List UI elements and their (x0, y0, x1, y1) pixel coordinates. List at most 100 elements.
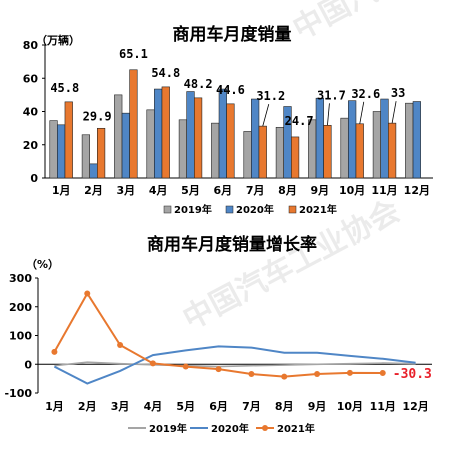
bar-chart-x-tick-label: 12月 (404, 184, 430, 197)
bar-chart-leader-line (262, 104, 270, 127)
bar-chart-y-tick-label: 40 (23, 106, 39, 119)
legend-label-2021: 2021年 (277, 422, 315, 435)
line-chart-last-value-label: -30.3 (393, 367, 432, 382)
line-chart-x-tick-label: 11月 (370, 400, 396, 413)
line-chart-y-tick-label: -100 (4, 387, 32, 400)
bar-chart-x-tick-label: 11月 (371, 184, 397, 197)
point-2021-2 (84, 290, 91, 297)
line-chart-axes: -100 0 100 200 300 1月 2月 3月 4月 5月 6月 7月 8月 9月 10月 11月 12… (4, 272, 432, 413)
bar-chart-data-label: 65.1 (119, 47, 148, 61)
line-chart-x-tick-label: 8月 (275, 400, 294, 413)
bar-chart-data-label: 54.8 (151, 66, 180, 80)
line-chart-series (51, 290, 416, 385)
legend-label-2019: 2019年 (174, 203, 212, 216)
point-2021-5 (182, 363, 189, 370)
line-chart-x-tick-label: 2月 (78, 400, 97, 413)
line-chart-x-tick-label: 5月 (176, 400, 195, 413)
bar-chart-data-label: 44.6 (216, 83, 245, 97)
bar-2019-1 (49, 120, 58, 179)
bar-chart-data-label: 48.2 (184, 77, 213, 91)
legend-label-2020: 2020年 (236, 203, 274, 216)
bar-chart-y-tick-label: 80 (23, 39, 39, 52)
point-2021-11 (379, 369, 386, 376)
bar-chart-data-label: 29.9 (83, 109, 112, 123)
point-2021-3 (117, 341, 124, 348)
line-chart-unit: （%） (26, 258, 59, 271)
bar-2021-7 (258, 125, 267, 179)
bar-chart-data-label: 32.6 (351, 87, 380, 101)
line-chart-legend: 2019年 2020年 2021年 (128, 422, 315, 435)
watermark-top: 中国汽车工业协会 (287, 0, 464, 47)
line-series-2020 (53, 345, 416, 385)
bar-chart-data-label: 45.8 (50, 81, 79, 95)
line-chart-y-tick-label: 300 (9, 272, 32, 285)
line-chart-x-tick-label: 12月 (402, 400, 428, 413)
bar-2019-5 (178, 119, 188, 179)
bar-chart-unit: （万辆） (36, 33, 80, 47)
bar-2020-4 (154, 88, 163, 179)
bar-2021-1 (64, 101, 73, 179)
bar-2021-3 (129, 69, 138, 179)
line-chart-y-tick-label: 200 (9, 301, 32, 314)
line-chart-x-tick-label: 3月 (111, 400, 130, 413)
legend-swatch-2021 (288, 205, 297, 214)
bar-2021-2 (97, 127, 106, 179)
point-2021-8 (281, 373, 288, 380)
bar-2021-11 (387, 122, 397, 179)
point-2021-1 (51, 348, 58, 355)
line-chart-x-tick-label: 4月 (144, 400, 163, 413)
bar-chart-monthly-sales: 商用车月度销量 （万辆） 0 20 40 60 80 1月 2月 3月 4月 5月 6月 7月 8月 9月… (23, 24, 433, 216)
bar-2021-9 (323, 124, 332, 179)
bar-chart-data-label: 31.7 (317, 88, 346, 102)
bar-chart-leader-line (327, 103, 330, 126)
bar-2020-9 (315, 97, 324, 179)
bar-2019-8 (275, 126, 285, 179)
bar-chart-x-tick-label: 1月 (52, 184, 71, 197)
bar-2021-5 (194, 97, 203, 179)
legend-label-2019: 2019年 (149, 422, 187, 435)
bar-chart-x-tick-label: 8月 (278, 184, 297, 197)
bar-chart-y-tick-label: 20 (23, 139, 39, 152)
bar-2020-2 (89, 163, 98, 179)
bar-2021-4 (161, 86, 170, 179)
bar-chart-x-tick-label: 5月 (181, 184, 200, 197)
bar-chart-x-tick-label: 10月 (339, 184, 365, 197)
line-series-2019 (54, 361, 416, 368)
bar-chart-leader-line (391, 101, 397, 124)
legend-label-2021: 2021年 (299, 203, 337, 216)
bar-2019-12 (405, 102, 414, 179)
bar-chart-x-tick-label: 7月 (246, 184, 265, 197)
bar-chart-x-tick-label: 9月 (311, 184, 330, 197)
bar-chart-bars (49, 69, 421, 179)
bar-chart-legend: 2019年 2020年 2021年 (163, 203, 337, 216)
bar-2020-6 (218, 88, 227, 179)
bar-chart-leader-line (359, 101, 365, 124)
legend-label-2020: 2020年 (211, 422, 249, 435)
legend-swatch-2019 (163, 205, 172, 214)
point-2021-6 (215, 366, 222, 373)
bar-2020-10 (348, 100, 357, 179)
point-2021-9 (314, 371, 321, 378)
bar-2019-11 (372, 111, 382, 179)
point-2021-10 (346, 369, 353, 376)
bar-2021-10 (355, 123, 364, 179)
line-chart-growth-rate: 商用车月度销量增长率 （%） -100 0 100 200 300 1月 2月 3月 4月 5月 6… (4, 234, 432, 435)
point-2021-7 (248, 371, 255, 378)
bar-chart-leader-lines (262, 101, 397, 127)
point-2021-4 (149, 360, 156, 367)
bar-2019-9 (308, 119, 317, 179)
bar-2020-12 (412, 101, 421, 179)
line-chart-x-tick-label: 7月 (242, 400, 261, 413)
bar-2020-11 (380, 98, 389, 179)
bar-chart-x-tick-label: 3月 (117, 184, 136, 197)
bar-2020-3 (121, 112, 130, 179)
bar-chart-x-tick-label: 4月 (149, 184, 168, 197)
bar-2019-3 (114, 94, 123, 179)
line-chart-x-tick-label: 6月 (209, 400, 228, 413)
bar-chart-data-label: 24.7 (285, 114, 314, 128)
bar-chart-y-tick-label: 0 (30, 172, 38, 185)
bar-chart-data-label: 31.2 (256, 89, 285, 103)
bar-chart-data-labels: 45.8 29.9 65.154.8 48.2 44.6 31.224.731.7 32.6… (50, 47, 405, 128)
bar-2019-6 (211, 122, 220, 179)
